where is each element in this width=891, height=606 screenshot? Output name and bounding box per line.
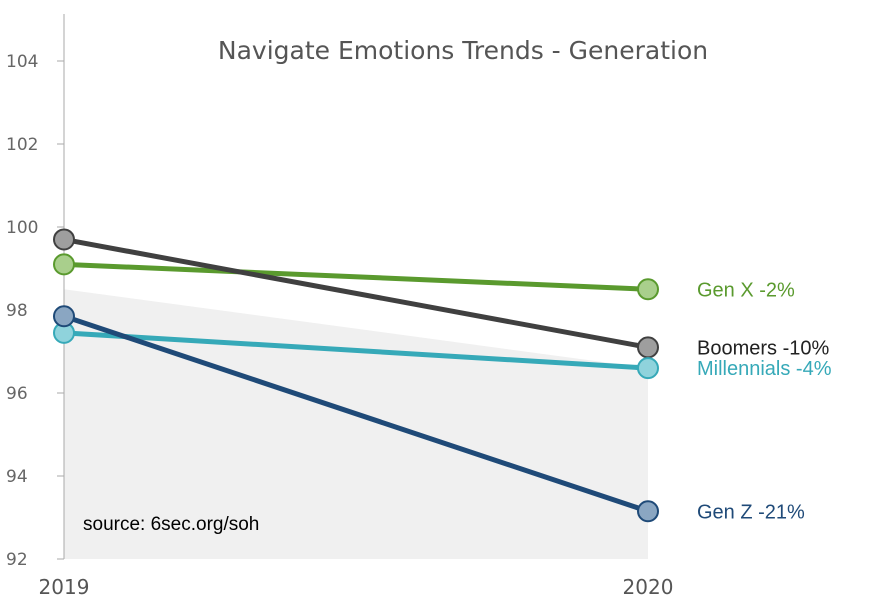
data-point-gen-x [637, 278, 659, 301]
shaded-band [64, 289, 648, 559]
series-line-gen-x [61, 261, 651, 292]
data-point-millennials [637, 357, 659, 380]
y-tick-label: 94 [6, 467, 28, 487]
y-tick-label: 96 [6, 384, 28, 404]
series-labels: Gen X -2% Boomers -10%Millennials -4% Gen … [697, 279, 832, 523]
y-tick-label: 104 [6, 52, 38, 72]
series-line-boomers [61, 236, 651, 350]
series-lines [61, 236, 651, 514]
x-axis-ticks: 2019 2020 [39, 575, 674, 599]
y-tick-label: 100 [6, 218, 38, 238]
data-point-gen-x [53, 253, 75, 276]
series-markers [53, 228, 659, 523]
series-line-gen-z [61, 313, 651, 514]
x-tick-label: 2020 [623, 575, 674, 599]
series-label-gen-z: Gen Z -21% [697, 501, 805, 523]
series-label-boomers: Boomers -10% [697, 337, 829, 359]
data-point-gen-z [637, 500, 659, 523]
data-point-boomers [53, 228, 75, 251]
source-annotation: source: 6sec.org/soh [83, 514, 259, 535]
chart-title: Navigate Emotions Trends - Generation [218, 36, 708, 65]
x-tick-label: 2019 [39, 575, 90, 599]
series-label-gen-x: Gen X -2% [697, 279, 795, 301]
y-tick-label: 98 [6, 301, 28, 321]
data-point-boomers [637, 336, 659, 359]
series-label-millennials: Millennials -4% [697, 358, 832, 380]
y-tick-label: 92 [6, 550, 28, 570]
y-tick-label: 102 [6, 135, 38, 155]
y-axis-ticks: 92 94 96 98 100 102 104 [6, 52, 64, 570]
series-line-millennials [61, 330, 651, 371]
data-point-gen-z [53, 305, 75, 328]
